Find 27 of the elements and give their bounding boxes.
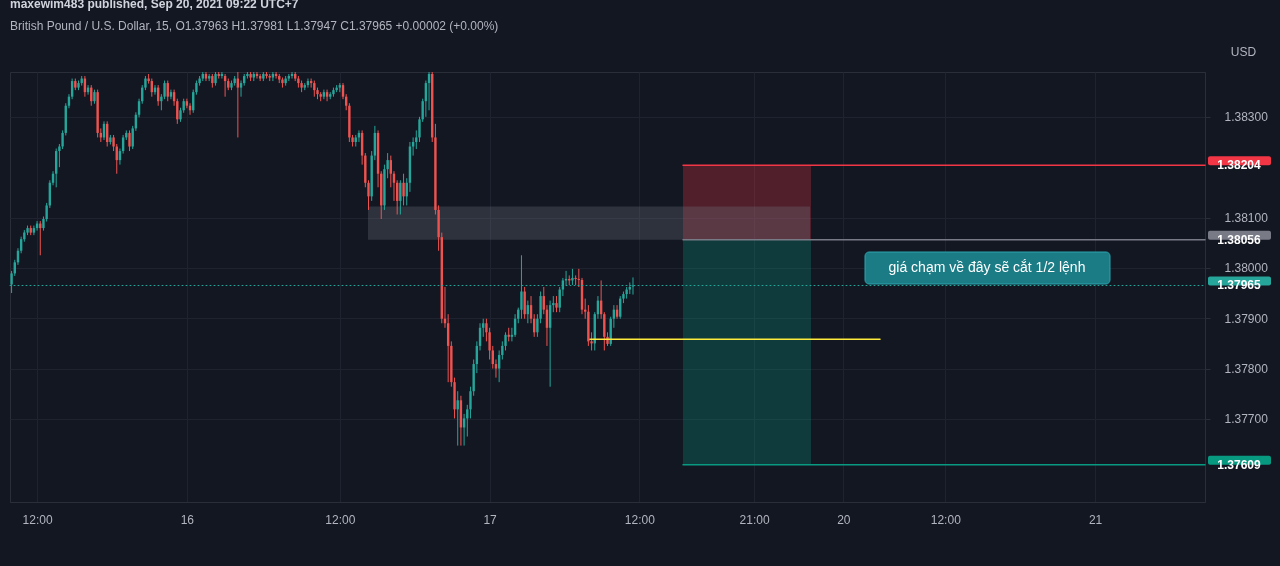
ref-line-label: 1.37965 bbox=[1217, 278, 1262, 293]
x-tick-label: 20 bbox=[837, 512, 851, 527]
candlestick bbox=[402, 173, 405, 206]
candlestick bbox=[523, 286, 526, 320]
y-tick-label: 1.37800 bbox=[1224, 362, 1269, 377]
x-tick-label: 17 bbox=[483, 512, 498, 527]
y-tick-label: 1.38000 bbox=[1224, 261, 1269, 276]
annotation: giá chạm về đây sẽ cắt 1/2 lệnh bbox=[888, 259, 1086, 275]
x-tick-label: 21:00 bbox=[739, 512, 770, 527]
x-tick-label: 16 bbox=[180, 512, 195, 527]
candlestick bbox=[128, 129, 131, 152]
y-tick-label: 1.38300 bbox=[1224, 110, 1269, 125]
x-tick-label: 21 bbox=[1088, 512, 1103, 527]
candlestick bbox=[239, 80, 243, 98]
x-tick-label: 12:00 bbox=[325, 512, 356, 527]
ref-line-label: 1.37609 bbox=[1217, 457, 1262, 472]
x-tick-label: 12:00 bbox=[22, 512, 53, 527]
candlestick bbox=[399, 179, 402, 215]
x-tick-label: 12:00 bbox=[930, 512, 962, 527]
y-axis-title: USD bbox=[1230, 44, 1257, 59]
chart-title: maxewim483 published, Sep 20, 2021 09:22 UTC+7 bbox=[10, 0, 299, 11]
ref-line-label: 1.38056 bbox=[1217, 232, 1262, 247]
y-tick-label: 1.37700 bbox=[1224, 412, 1269, 427]
x-tick-label: 12:00 bbox=[624, 512, 656, 527]
y-tick-label: 1.38100 bbox=[1224, 211, 1269, 226]
chart-subtitle: British Pound / U.S. Dollar, 15, O1.37963 H1.37981 L1.37947 C1.37965 +0.00002 (+0.00%) bbox=[10, 19, 499, 33]
y-tick-label: 1.37900 bbox=[1224, 311, 1269, 326]
